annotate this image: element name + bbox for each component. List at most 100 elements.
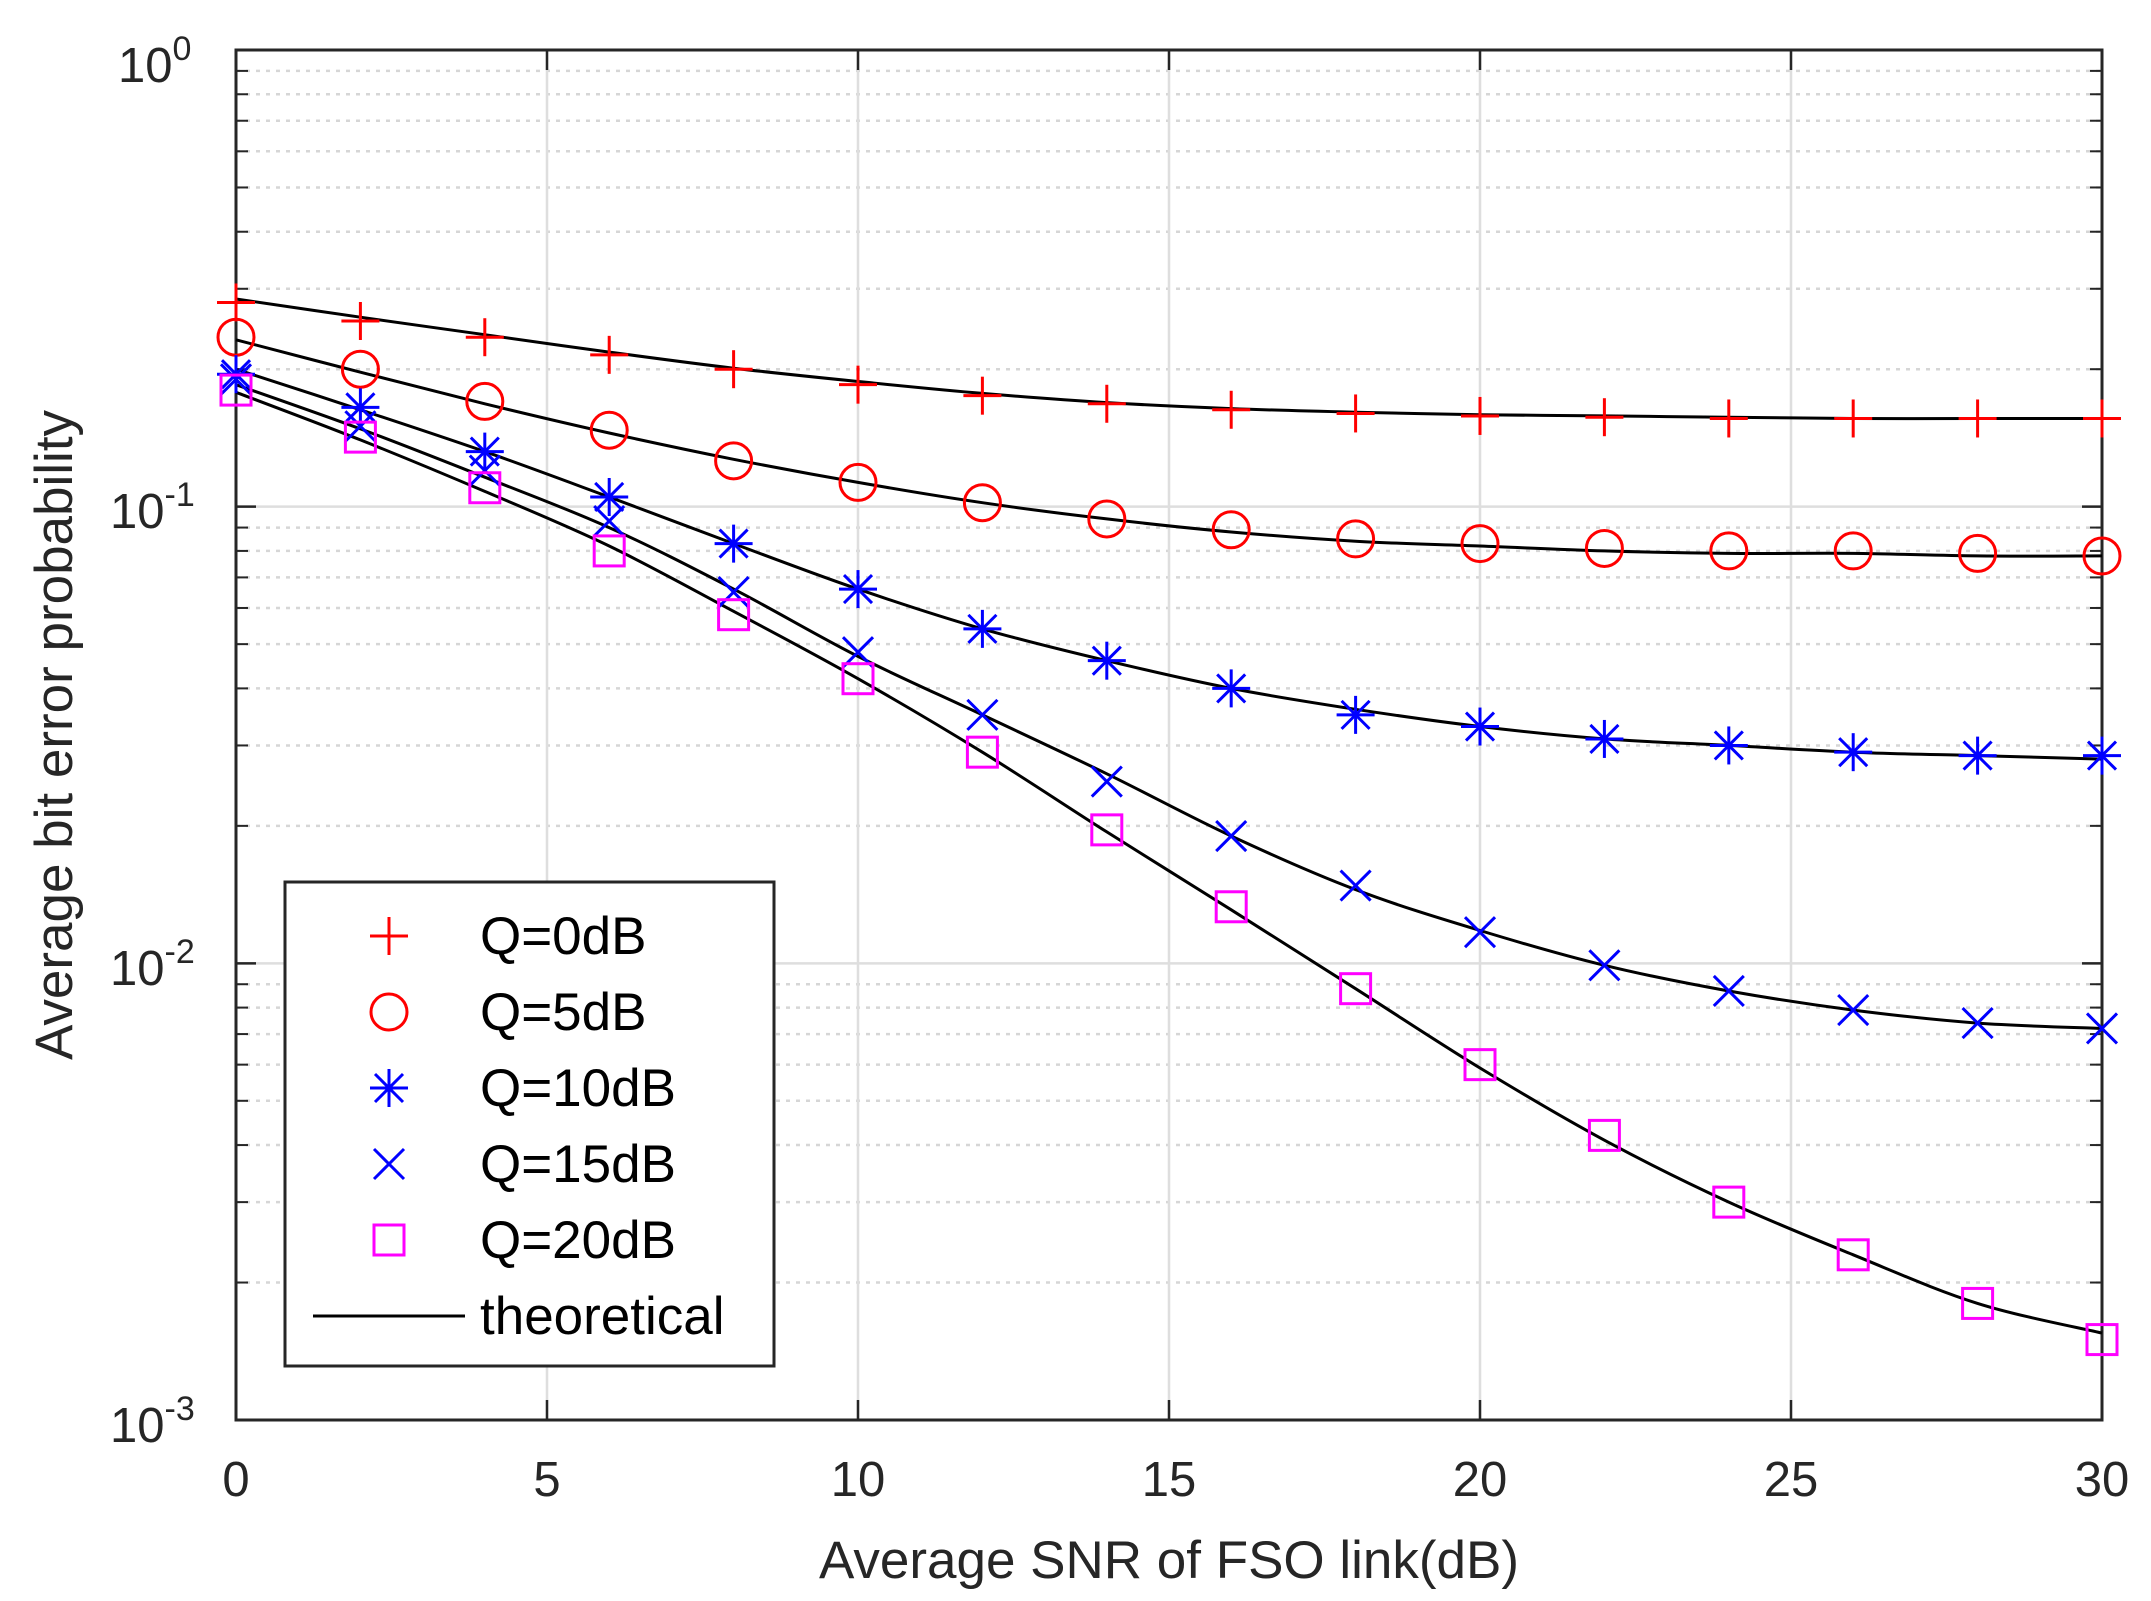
series-1-point <box>1709 531 1749 571</box>
marker-stroke <box>1838 737 1869 768</box>
legend-swatch-2 <box>370 1069 408 1107</box>
x-tick-label: 5 <box>533 1453 560 1507</box>
series-2-point <box>839 570 877 609</box>
marker-stroke <box>1463 1048 1497 1082</box>
marker-stroke <box>372 1147 406 1181</box>
y-axis-label: Average bit error probability <box>25 409 84 1060</box>
series-3-point <box>1215 819 1248 853</box>
marker-stroke <box>216 317 256 357</box>
series-4-point <box>343 420 377 454</box>
x-tick-label: 10 <box>831 1453 886 1507</box>
theoretical-curve-1 <box>235 338 2103 558</box>
series-2-point <box>590 477 629 516</box>
marker-stroke <box>1460 524 1500 564</box>
marker-stroke <box>1961 1006 1994 1040</box>
series-4-point <box>1090 813 1124 847</box>
theoretical-curve-3 <box>235 383 2103 1030</box>
series-4-point <box>2085 1323 2119 1357</box>
series-3-point <box>966 698 999 731</box>
y-tick-labels: 100 10-1 10-2 10-3 <box>110 30 195 1453</box>
marker-stroke <box>2085 1012 2119 1045</box>
marker-stroke <box>718 528 749 559</box>
series-3-point <box>1837 994 1870 1027</box>
y-tick-label: 10-1 <box>110 476 195 539</box>
marker-stroke <box>465 381 505 421</box>
y-tick-label: 10-3 <box>110 1390 195 1453</box>
marker-stroke <box>838 462 878 502</box>
marker-stroke <box>372 1223 406 1257</box>
legend-swatch-1 <box>369 992 409 1032</box>
series-3-point <box>1712 974 1745 1008</box>
marker-stroke <box>2086 740 2118 771</box>
series-1-point <box>962 483 1002 523</box>
marker-stroke <box>219 363 253 396</box>
marker-stroke <box>1962 740 1993 771</box>
legend-swatch-3 <box>372 1147 406 1181</box>
series-1-point <box>1087 499 1127 539</box>
series-2-point <box>1709 726 1748 765</box>
series-1-point <box>1460 524 1500 564</box>
series-1-point <box>1584 528 1624 568</box>
legend-label-q15: Q=15dB <box>480 1135 676 1194</box>
legend-swatches <box>313 917 465 1318</box>
series-0-point <box>1585 398 1624 437</box>
marker-stroke <box>1211 510 1251 550</box>
marker-stroke <box>1215 819 1248 853</box>
series-0-point <box>341 302 380 341</box>
marker-stroke <box>589 410 629 450</box>
marker-stroke <box>2082 536 2122 576</box>
series-2-point <box>1958 736 1997 775</box>
marker-stroke <box>1340 699 1371 730</box>
series-3-point <box>1588 949 1621 982</box>
series-0-point <box>465 318 504 357</box>
theoretical-curve-0 <box>235 297 2102 421</box>
marker-stroke <box>2085 1323 2119 1357</box>
marker-stroke <box>1090 765 1123 798</box>
series-3-point <box>717 576 750 609</box>
theoretical-curve-4 <box>235 390 2103 1335</box>
series-4-point <box>1463 1048 1497 1082</box>
marker-stroke <box>1709 531 1749 571</box>
series-3-point <box>2085 1012 2119 1045</box>
series-2-point <box>963 609 1002 648</box>
series-4-point <box>1214 890 1248 924</box>
series-4-point <box>592 534 626 568</box>
x-tick-label: 20 <box>1453 1453 1508 1507</box>
marker-stroke <box>343 420 377 454</box>
marker-stroke <box>1339 869 1372 902</box>
legend-box <box>283 880 776 1368</box>
legend-label-q10: Q=10dB <box>480 1059 676 1118</box>
marker-stroke <box>1836 1238 1870 1272</box>
series-4-point <box>1712 1185 1746 1219</box>
theoretical-curve-2 <box>235 367 2103 761</box>
y-tick-label: 100 <box>118 30 191 93</box>
marker-stroke <box>1713 730 1744 761</box>
legend: Q=0dB Q=5dB Q=10dB Q=15dB Q=20dB theoret… <box>283 880 776 1368</box>
marker-stroke <box>1339 972 1373 1006</box>
series-1-point <box>1336 519 1376 559</box>
marker-stroke <box>468 471 502 505</box>
series-2-point <box>1212 669 1251 708</box>
marker-stroke <box>966 698 999 731</box>
marker-stroke <box>842 574 874 605</box>
legend-label-q20: Q=20dB <box>480 1211 676 1270</box>
marker-stroke <box>1584 528 1624 568</box>
marker-stroke <box>1587 1118 1621 1152</box>
marker-stroke <box>593 504 626 538</box>
marker-stroke <box>1837 994 1870 1027</box>
series-3-point <box>219 363 253 396</box>
marker-stroke <box>1712 1185 1746 1219</box>
series-3-point <box>593 504 626 538</box>
marker-stroke <box>1464 711 1496 742</box>
series-4-point <box>965 735 999 769</box>
marker-stroke <box>594 481 625 513</box>
series-2-point <box>1087 641 1126 680</box>
marker-stroke <box>714 441 754 481</box>
series-0-point <box>1461 396 1499 435</box>
legend-swatch-4 <box>372 1223 406 1257</box>
marker-stroke <box>1961 1286 1995 1320</box>
legend-label-q0: Q=0dB <box>480 907 646 966</box>
legend-label-theoretical: theoretical <box>480 1287 725 1346</box>
series-2-point <box>465 432 504 471</box>
marker-stroke <box>1463 916 1497 949</box>
